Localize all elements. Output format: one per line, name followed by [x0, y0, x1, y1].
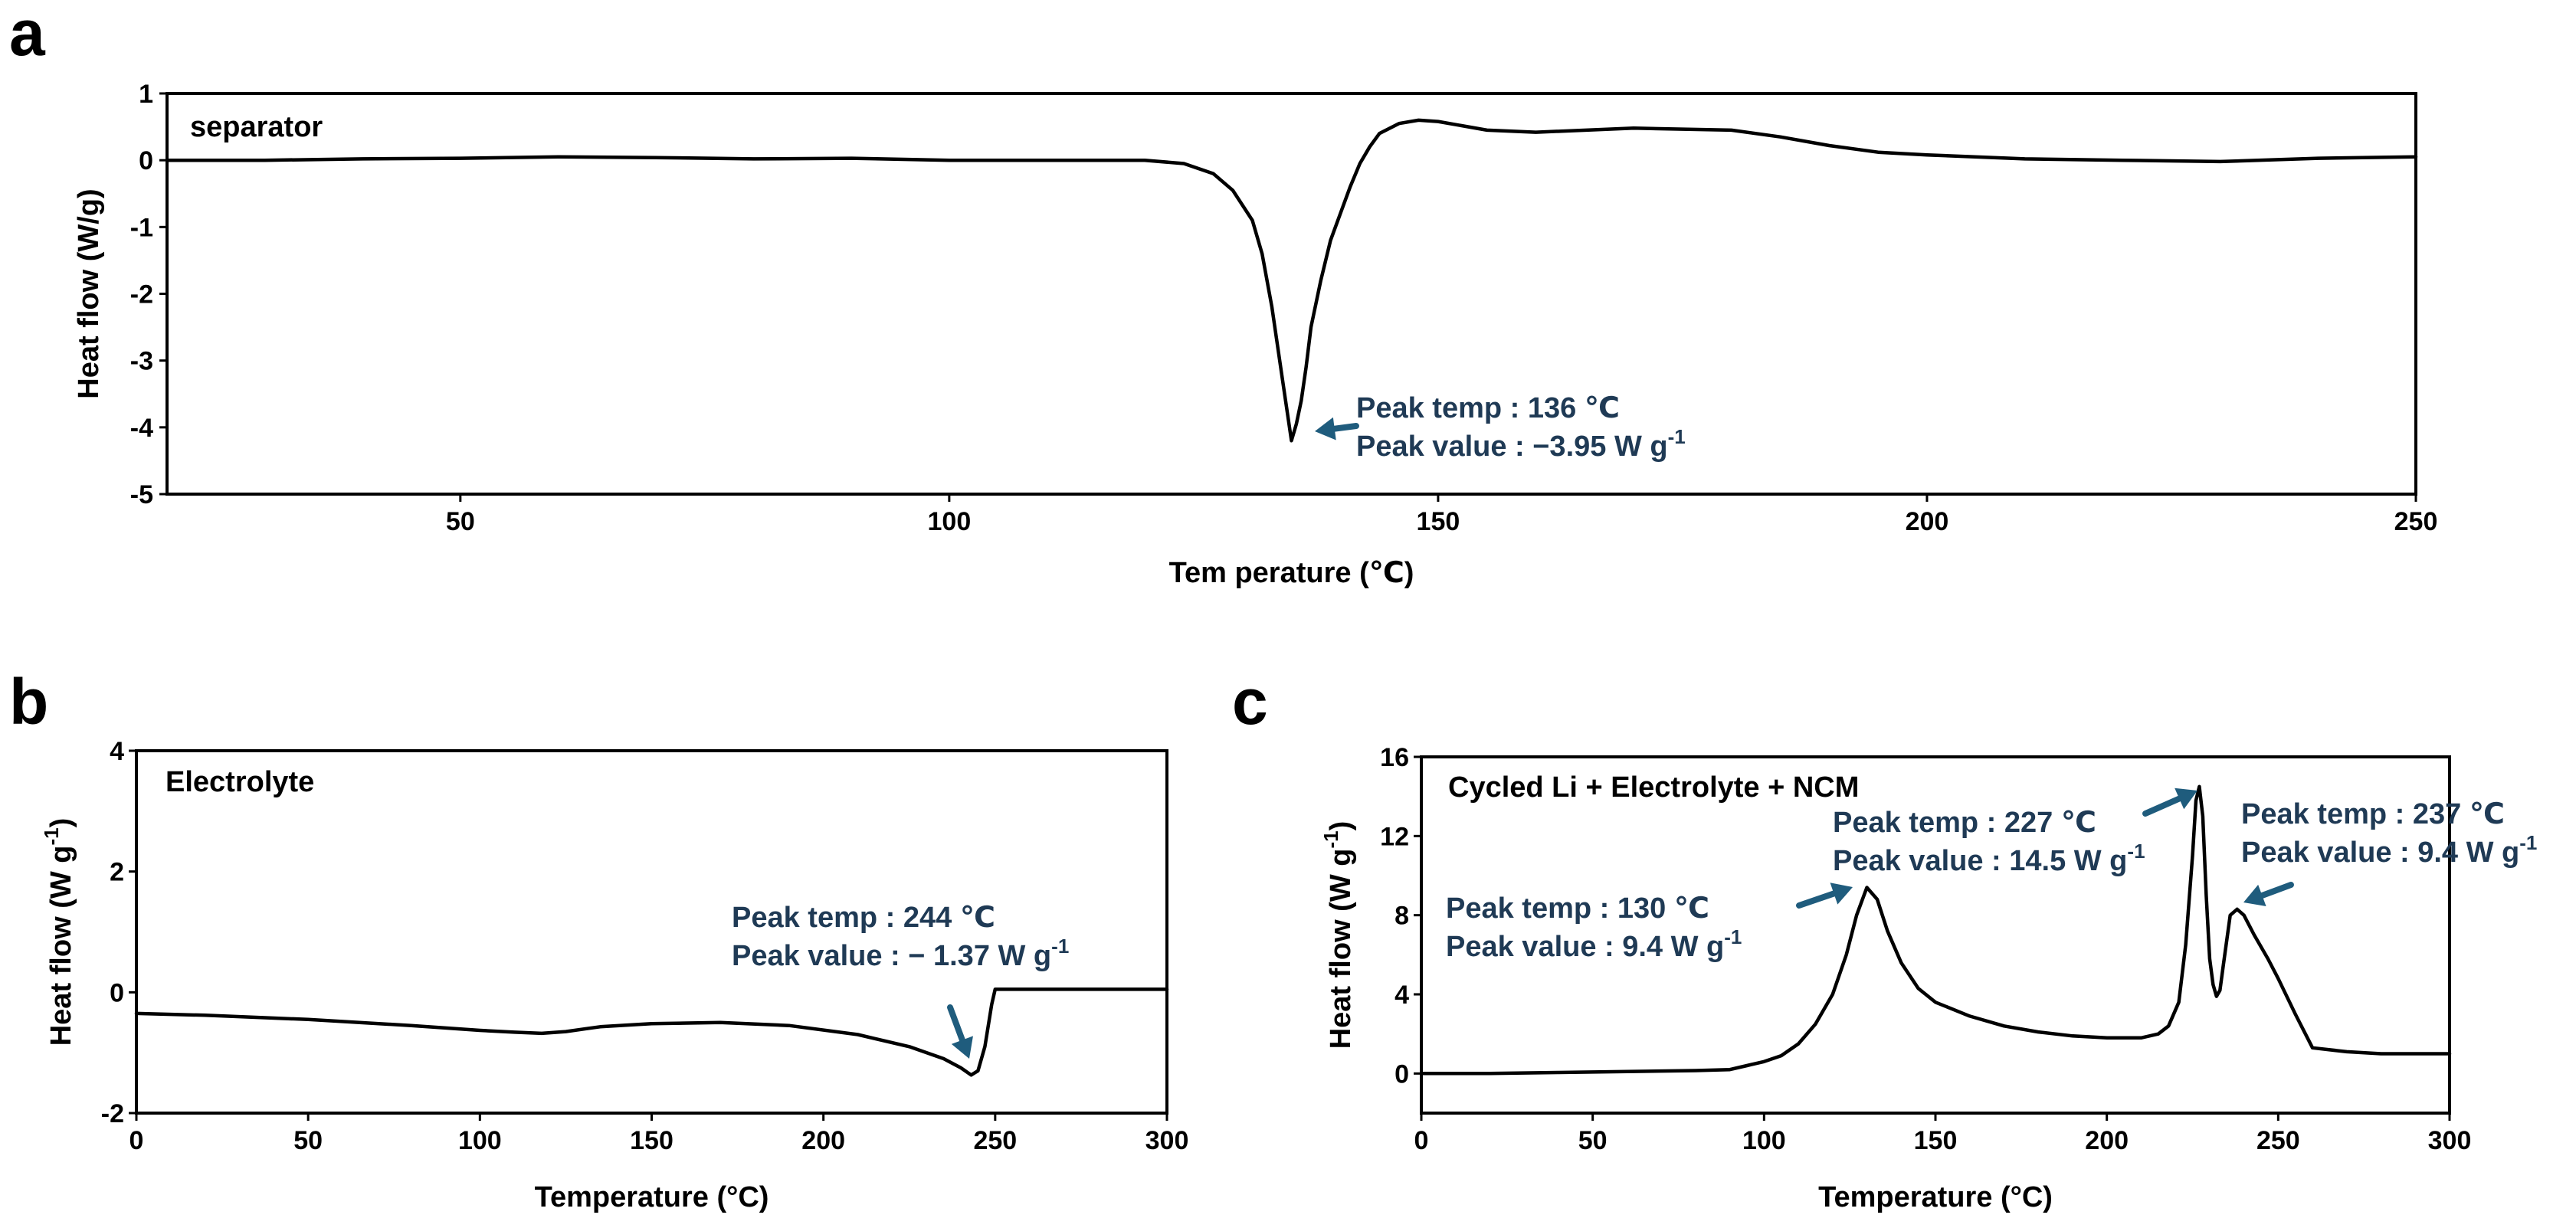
- panel-c-ytick-label: 12: [1380, 822, 1409, 851]
- panel-b-ytick-label: 4: [110, 737, 124, 766]
- panel-c: c 16 12 8 4 0 0 50 100 150 200 250 300 Temperature (°…: [1232, 666, 2537, 1213]
- panel-b-xtick-label: 100: [458, 1126, 502, 1155]
- panel-c-peak2-arrow: [2142, 788, 2197, 817]
- panel-a-peak-arrow: [1315, 417, 1359, 440]
- panel-b-ytick-label: 2: [110, 858, 124, 887]
- panel-b-xtick-label: 200: [801, 1126, 845, 1155]
- panel-a-series-0-line: [165, 118, 2418, 443]
- panel-a-ytick-label: -2: [130, 280, 153, 309]
- panel-c-letter: c: [1232, 666, 1268, 738]
- panel-a-peak-annotation: Peak temp : 136 ℃ Peak value : −3.95 W g-…: [1356, 392, 1686, 463]
- panel-c-xtick-label: 200: [2085, 1126, 2129, 1155]
- panel-a-ytick-label: 1: [139, 80, 153, 109]
- panel-c-xtick-label: 50: [1578, 1126, 1608, 1155]
- panel-a-xtick-label: 50: [446, 507, 475, 536]
- panel-b-xtick-label: 300: [1145, 1126, 1189, 1155]
- panel-c-y-axis-label: Heat flow (W g-1): [1319, 821, 1357, 1050]
- panel-a-ytick-label: -5: [130, 480, 153, 509]
- panel-a-x-axis-label: Tem perature (℃): [1169, 557, 1414, 589]
- panel-c-ytick-label: 0: [1395, 1059, 1409, 1089]
- panel-c-xtick-label: 300: [2428, 1126, 2472, 1155]
- panel-c-xtick-label: 100: [1742, 1126, 1786, 1155]
- panel-a-xtick-label: 200: [1906, 507, 1949, 536]
- panel-a-xtick-label: 250: [2394, 507, 2438, 536]
- panel-b-peak-annotation: Peak temp : 244 ℃ Peak value : − 1.37 W g…: [732, 902, 1069, 972]
- panel-b-xtick-label: 0: [129, 1126, 144, 1155]
- panel-c-peak3-arrow: [2243, 882, 2294, 907]
- panel-c-series-label: Cycled Li + Electrolyte + NCM: [1448, 771, 1859, 804]
- panel-c-peak1-arrow: [1796, 883, 1853, 909]
- panel-c-xtick-label: 150: [1914, 1126, 1958, 1155]
- panel-a-xtick-label: 150: [1417, 507, 1460, 536]
- panel-b-series-label: Electrolyte: [166, 766, 314, 798]
- panel-b-xtick-label: 250: [973, 1126, 1017, 1155]
- panel-a-series-label: separator: [190, 111, 323, 143]
- panel-c-ytick-label: 4: [1395, 981, 1409, 1010]
- panel-c-peak2-annotation: Peak temp : 227 ℃ Peak value : 14.5 W g-1: [1833, 807, 2145, 877]
- panel-a-ytick-label: -3: [130, 347, 153, 376]
- panel-a-xtick-label: 100: [928, 507, 972, 536]
- panel-b-ytick-label: -2: [101, 1099, 124, 1128]
- panel-c-x-axis-label: Temperature (°C): [1818, 1181, 2053, 1213]
- panel-c-ytick-label: 8: [1395, 902, 1409, 931]
- panel-c-xtick-label: 0: [1414, 1126, 1429, 1155]
- panel-b-x-axis-label: Temperature (°C): [535, 1181, 769, 1213]
- panel-b-xtick-label: 50: [293, 1126, 323, 1155]
- panel-b-ytick-label: 0: [110, 978, 124, 1007]
- panel-b-plot-frame: [135, 749, 1168, 1115]
- panel-c-peak1-annotation: Peak temp : 130 ℃ Peak value : 9.4 W g-1: [1446, 892, 1742, 963]
- panel-c-xtick-label: 250: [2256, 1126, 2300, 1155]
- panel-a: a 1 0 -1 -2 -3 -4 -5 50 100 150 200 250 Tem perature …: [9, 0, 2437, 589]
- panel-a-ytick-label: 0: [139, 146, 153, 175]
- panel-b-peak-arrow: [947, 1004, 973, 1059]
- panel-c-ytick-label: 16: [1380, 743, 1409, 772]
- panel-b-xtick-label: 150: [630, 1126, 673, 1155]
- panel-a-ytick-label: -1: [130, 213, 153, 242]
- panel-a-y-axis-label: Heat flow (W/g): [73, 188, 105, 398]
- panel-b-series-0-line: [134, 987, 1169, 1077]
- panel-a-ytick-label: -4: [130, 414, 153, 443]
- panel-c-series-0-line: [1419, 784, 2452, 1076]
- panel-a-letter: a: [9, 0, 46, 69]
- panel-b-letter: b: [9, 666, 48, 738]
- panel-c-peak3-annotation: Peak temp : 237 ℃ Peak value : 9.4 W g-1: [2241, 798, 2537, 869]
- panel-b-y-axis-label: Heat flow (W g-1): [40, 818, 77, 1046]
